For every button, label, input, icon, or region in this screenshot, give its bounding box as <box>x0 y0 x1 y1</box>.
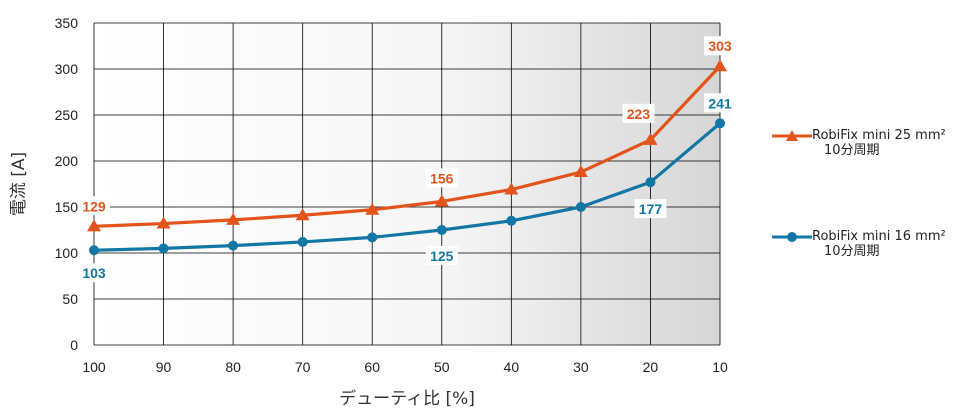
y-tick-label: 350 <box>55 15 79 31</box>
legend-item-25mm: RobiFix mini 25 mm² 10分周期 <box>772 128 946 158</box>
legend-item-16mm: RobiFix mini 16 mm² 10分周期 <box>772 229 946 259</box>
y-tick-label: 0 <box>70 337 78 353</box>
y-axis-title: 電流 [A] <box>9 152 29 216</box>
x-tick-label: 90 <box>156 359 172 375</box>
x-tick-label: 100 <box>82 359 106 375</box>
y-axis-ticks: 0 50 100 150 200 250 300 350 <box>55 15 79 353</box>
circle-marker <box>436 225 447 235</box>
circle-marker <box>715 118 725 129</box>
circle-marker <box>575 202 586 212</box>
y-tick-label: 150 <box>55 199 79 215</box>
x-tick-label: 80 <box>225 359 241 375</box>
y-tick-label: 100 <box>55 245 79 261</box>
triangle-marker <box>573 165 588 178</box>
y-tick-label: 200 <box>55 153 79 169</box>
x-tick-label: 60 <box>364 359 380 375</box>
triangle-marker <box>434 194 449 207</box>
legend-name-16mm: RobiFix mini 16 mm² <box>812 229 946 244</box>
triangle-marker <box>504 182 519 195</box>
data-label: 223 <box>627 106 651 122</box>
data-label: 156 <box>430 170 454 186</box>
data-label-background <box>622 103 655 123</box>
x-tick-label: 40 <box>504 359 520 375</box>
y-tick-label: 300 <box>55 61 79 77</box>
circle-marker <box>297 236 308 247</box>
data-label-background <box>78 196 110 216</box>
x-tick-label: 70 <box>295 359 311 375</box>
circle-marker <box>645 177 656 188</box>
x-tick-label: 20 <box>643 359 659 375</box>
triangle-marker <box>156 216 171 229</box>
data-labels: 129 156 223 303 103 125 177 241 <box>78 36 736 283</box>
legend-name-25mm: RobiFix mini 25 mm² <box>812 128 946 143</box>
x-axis-title: デューティ比 [%] <box>339 388 475 409</box>
triangle-marker <box>643 132 658 145</box>
x-tick-label: 10 <box>712 359 728 375</box>
data-label: 177 <box>639 201 663 217</box>
legend-sub-25mm: 10分周期 <box>824 143 880 158</box>
circle-marker <box>89 245 99 256</box>
legend-swatch-circle-icon <box>772 232 812 242</box>
data-label: 103 <box>82 265 106 281</box>
data-label-background <box>704 36 736 56</box>
x-axis-ticks: 100 90 80 70 60 50 40 30 20 10 <box>82 359 728 375</box>
triangle-marker <box>295 208 310 221</box>
data-label-background <box>78 263 110 283</box>
data-label: 129 <box>82 198 106 214</box>
series-line-0 <box>93 65 722 228</box>
series-line-1 <box>93 122 722 252</box>
circle-marker <box>158 243 169 254</box>
circle-marker <box>367 232 378 243</box>
x-tick-label: 30 <box>573 359 589 375</box>
y-tick-label: 250 <box>55 107 79 123</box>
circle-marker <box>506 215 517 226</box>
data-label-background <box>425 246 458 265</box>
data-label-background <box>425 168 458 188</box>
y-tick-label: 50 <box>62 291 78 307</box>
x-tick-label: 50 <box>434 359 450 375</box>
data-label-background <box>634 199 667 219</box>
data-label: 241 <box>708 95 732 111</box>
triangle-marker <box>87 219 101 232</box>
data-label: 125 <box>430 248 454 264</box>
legend-label-16mm: RobiFix mini 16 mm² 10分周期 <box>812 229 946 259</box>
triangle-marker <box>226 212 241 225</box>
data-label-background <box>704 93 736 113</box>
triangle-marker <box>713 59 727 72</box>
circle-marker <box>228 240 239 251</box>
series-group <box>87 59 727 256</box>
data-label: 303 <box>708 38 732 54</box>
legend-label-25mm: RobiFix mini 25 mm² 10分周期 <box>812 128 946 158</box>
legend-sub-16mm: 10分周期 <box>824 244 880 259</box>
plot-area <box>94 23 720 345</box>
legend-swatch-triangle-icon <box>772 130 812 141</box>
triangle-marker <box>365 202 380 215</box>
